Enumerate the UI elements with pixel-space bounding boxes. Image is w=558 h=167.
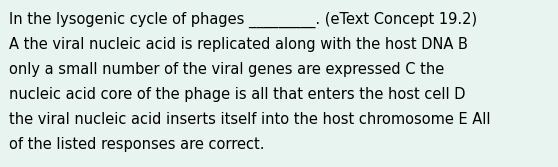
Text: of the listed responses are correct.: of the listed responses are correct.	[9, 137, 264, 152]
Text: A the viral nucleic acid is replicated along with the host DNA B: A the viral nucleic acid is replicated a…	[9, 37, 468, 52]
Text: nucleic acid core of the phage is all that enters the host cell D: nucleic acid core of the phage is all th…	[9, 87, 465, 102]
Text: In the lysogenic cycle of phages _________. (eText Concept 19.2): In the lysogenic cycle of phages _______…	[9, 12, 477, 28]
Text: only a small number of the viral genes are expressed C the: only a small number of the viral genes a…	[9, 62, 444, 77]
Text: the viral nucleic acid inserts itself into the host chromosome E All: the viral nucleic acid inserts itself in…	[9, 112, 490, 127]
